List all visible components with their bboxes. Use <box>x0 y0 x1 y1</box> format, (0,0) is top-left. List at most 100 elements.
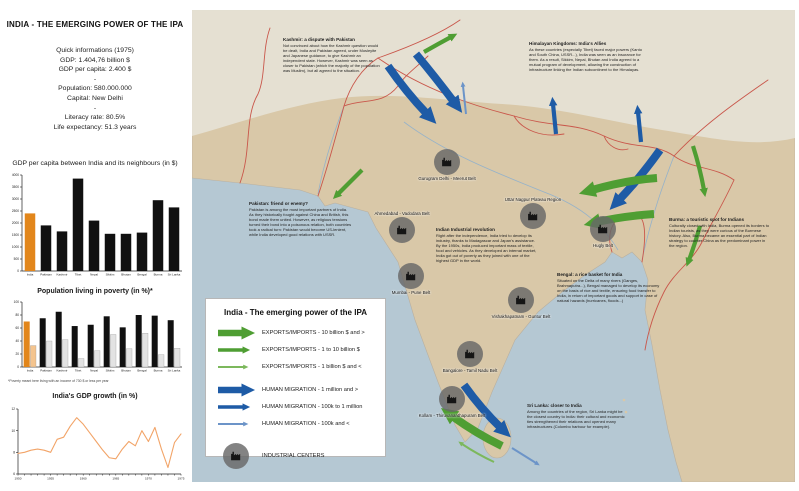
legend-item: HUMAN MIGRATION - 1 million and > <box>216 383 375 397</box>
migration-arrow <box>460 382 511 438</box>
industrial-center-marker: Kollam - Thiruvananthapuram Belt <box>402 386 502 418</box>
note-body: Pakistan is among the most important par… <box>249 207 352 238</box>
note-body: Situated on the Delta of many rivers (Ga… <box>557 278 660 304</box>
note-body: Among the countries of the region, Sri L… <box>527 409 625 430</box>
factory-icon <box>223 443 249 469</box>
industrial-center-label: Gurugram Delhi - Meerut Belt <box>418 176 476 181</box>
note-title: Burma: a touristic spot for Indians <box>669 217 745 222</box>
svg-text:60: 60 <box>15 326 19 330</box>
svg-text:Sikkim: Sikkim <box>106 369 115 373</box>
svg-text:Kashmir: Kashmir <box>56 273 67 277</box>
note-title: Kashmir: a dispute with Pakistan <box>283 37 355 42</box>
note-himalayan-kingdoms: Himalayan Kingdoms: India's Allies As th… <box>529 41 642 72</box>
quick-info-line: Quick informations (1975) <box>56 47 134 54</box>
industrial-center-marker: Vishakhapatnam - Guntur Belt <box>476 287 566 319</box>
arrow-blue-thin-icon <box>218 421 249 427</box>
svg-text:0: 0 <box>17 365 19 369</box>
arrow-blue-thick-icon <box>218 383 256 397</box>
migration-arrow <box>460 81 467 115</box>
svg-text:Sri Lanka: Sri Lanka <box>168 369 181 373</box>
factory-icon <box>389 217 415 243</box>
note-pakistan: Pakistan: friend or enemy? Pakistan is a… <box>249 201 352 237</box>
migration-arrow <box>412 51 463 113</box>
legend-item-label: EXPORTS/IMPORTS - 10 billion $ and > <box>262 330 365 336</box>
svg-text:Nepal: Nepal <box>90 369 98 373</box>
trade-arrow <box>332 168 364 200</box>
svg-text:1975: 1975 <box>178 476 185 480</box>
factory-icon <box>439 386 465 412</box>
page-title: INDIA - THE EMERGING POWER OF THE IPA <box>6 20 184 29</box>
industrial-center-label: Hugly Belt <box>592 243 613 248</box>
island-dot <box>622 398 626 402</box>
trade-arrow <box>458 441 495 463</box>
svg-text:Pakistan: Pakistan <box>40 273 52 277</box>
svg-text:1950: 1950 <box>15 476 22 480</box>
industrial-center-marker: Uttar Nagpur Plateau Region <box>488 197 578 229</box>
industrial-center-label: Ahmedabad - Vadodara Belt <box>374 211 430 216</box>
arrow-green-thick-icon <box>218 326 256 340</box>
industrial-center-label: Mumbai - Pune Belt <box>391 290 431 295</box>
svg-text:India: India <box>27 369 34 373</box>
quick-info-line: Life expectancy: 51.3 years <box>53 123 137 131</box>
legend-item-label: EXPORTS/IMPORTS - 1 billion $ and < <box>262 364 362 370</box>
svg-text:Bengal: Bengal <box>137 369 147 373</box>
industrial-center-marker: Ahmedabad - Vadodara Belt <box>357 211 447 243</box>
svg-text:2500: 2500 <box>12 209 19 213</box>
legend-item-label: HUMAN MIGRATION - 100k to 1 million <box>262 404 363 410</box>
arrow-green-thin-icon <box>218 364 249 370</box>
quick-info-block: Quick informations (1975) GDP: 1.404,76 … <box>0 46 190 132</box>
svg-text:500: 500 <box>14 257 20 261</box>
svg-text:6: 6 <box>13 472 15 476</box>
note-bengal: Bengal: a rice basket for India Situated… <box>557 272 663 303</box>
poverty-bar-chart: 0 20 40 60 80 100 India Pakistan Kashmir Tibet Nep… <box>14 300 182 373</box>
svg-text:Bengal: Bengal <box>137 273 147 277</box>
trade-arrow <box>422 33 458 54</box>
svg-text:10: 10 <box>11 429 15 433</box>
legend-item: EXPORTS/IMPORTS - 1 to 10 billion $ <box>216 343 375 357</box>
svg-text:12: 12 <box>11 407 15 411</box>
quick-info-line: GDP: 1.404,76 billion $ <box>60 56 130 64</box>
quick-info-line: Literacy rate: 80.5% <box>64 114 126 122</box>
svg-text:1970: 1970 <box>145 476 152 480</box>
legend-title: India - The emerging power of the IPA <box>224 308 367 317</box>
arrow-blue-medium-icon <box>218 403 251 411</box>
note-body: As these countries (especially Tibet) fa… <box>529 47 642 73</box>
quick-info-separator: - <box>93 104 97 112</box>
gdp-growth-chart-title: India's GDP growth (in %) <box>52 393 138 400</box>
svg-text:Burma: Burma <box>154 369 163 373</box>
svg-text:100: 100 <box>14 300 20 304</box>
factory-icon <box>457 341 483 367</box>
industrial-center-label: Vishakhapatnam - Guntur Belt <box>491 314 551 319</box>
note-body: Culturally closed with India, Burma open… <box>669 223 770 249</box>
svg-text:Burma: Burma <box>154 273 163 277</box>
quick-info-separator: - <box>93 75 97 83</box>
migration-arrow <box>384 63 437 124</box>
svg-text:Pakistan: Pakistan <box>40 369 52 373</box>
svg-text:3000: 3000 <box>12 197 19 201</box>
legend-item-label: INDUSTRIAL CENTERS <box>262 453 325 459</box>
svg-text:3500: 3500 <box>12 185 19 189</box>
trade-arrow <box>440 408 504 450</box>
svg-text:1960: 1960 <box>80 476 87 480</box>
svg-text:1500: 1500 <box>12 233 19 237</box>
svg-text:Kashmir: Kashmir <box>56 369 67 373</box>
svg-text:1965: 1965 <box>112 476 119 480</box>
migration-arrow <box>548 96 559 135</box>
svg-text:1000: 1000 <box>12 245 19 249</box>
svg-text:0: 0 <box>17 269 19 273</box>
industrial-center-marker: Bangalore - Tamil Nadu Belt <box>425 341 515 373</box>
legend-item-label: HUMAN MIGRATION - 1 million and > <box>262 387 359 393</box>
legend-item: HUMAN MIGRATION - 100k and < <box>216 417 375 431</box>
industrial-center-marker: Mumbai - Pune Belt <box>366 263 456 295</box>
legend-item: HUMAN MIGRATION - 100k to 1 million <box>216 400 375 414</box>
factory-icon <box>520 203 546 229</box>
trade-arrow <box>685 225 703 267</box>
svg-text:India: India <box>27 273 34 277</box>
note-sri-lanka: Sri Lanka: closer to India Among the cou… <box>527 403 628 429</box>
svg-text:Nepal: Nepal <box>90 273 98 277</box>
svg-text:80: 80 <box>15 313 19 317</box>
quick-info-line: Population: 580.000.000 <box>58 85 132 93</box>
svg-text:Tibet: Tibet <box>75 369 82 373</box>
svg-text:Sri Lanka: Sri Lanka <box>168 273 181 277</box>
industrial-center-label: Bangalore - Tamil Nadu Belt <box>442 368 498 373</box>
